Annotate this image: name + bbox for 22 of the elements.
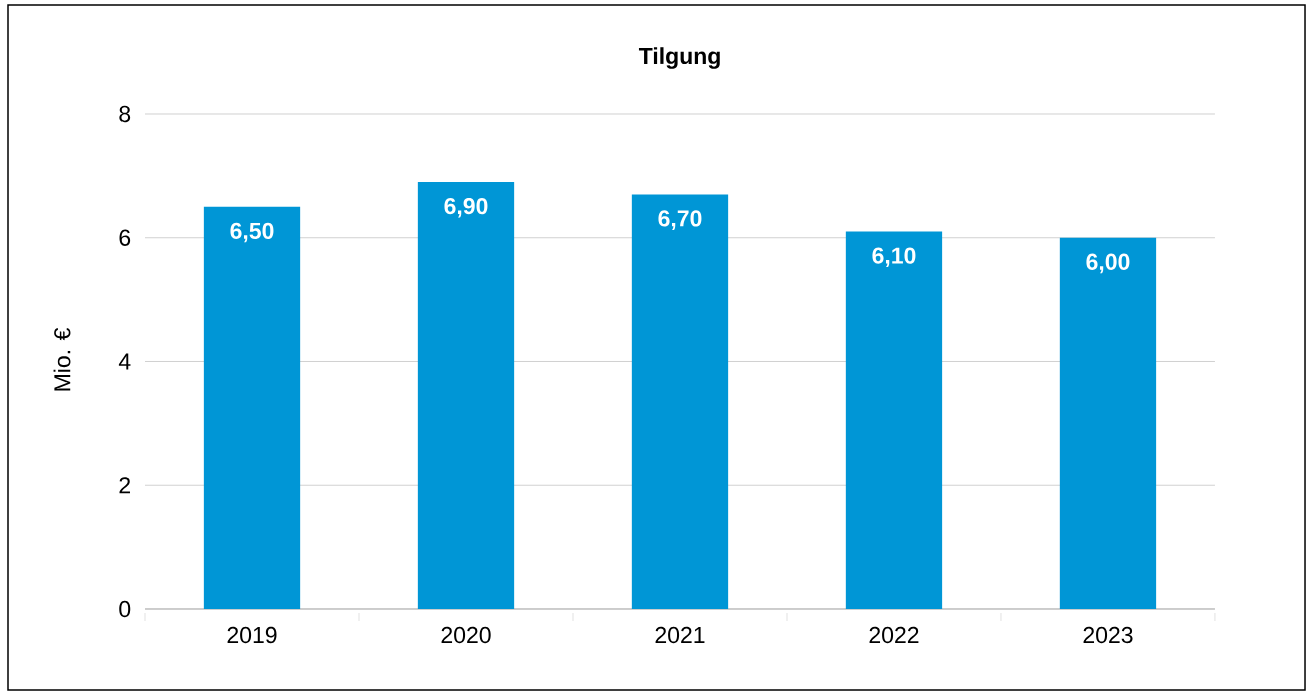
data-label: 6,10 xyxy=(872,247,916,268)
x-tick-label: 2019 xyxy=(227,626,277,644)
bar xyxy=(417,182,515,609)
x-tick-label: 2023 xyxy=(1083,626,1133,644)
data-label: 6,70 xyxy=(658,210,702,230)
x-tick-label: 2020 xyxy=(441,626,491,644)
x-tick-label: 2021 xyxy=(655,626,705,644)
y-tick-label: 4 xyxy=(118,353,131,370)
bar xyxy=(845,231,943,609)
bar xyxy=(1059,237,1157,609)
bar xyxy=(631,194,729,609)
y-tick-label: 0 xyxy=(119,600,131,618)
y-axis-title: Mio. € xyxy=(53,327,71,391)
y-tick-label: 2 xyxy=(119,477,130,494)
x-tick-label: 2022 xyxy=(869,626,919,644)
data-label: 6,90 xyxy=(444,197,488,218)
bar xyxy=(203,206,301,609)
data-label: 6,50 xyxy=(230,222,274,243)
y-tick-label: 6 xyxy=(119,229,131,246)
chart-title: Tilgung xyxy=(638,47,720,69)
y-tick-label: 8 xyxy=(119,105,131,123)
data-label: 6,00 xyxy=(1086,253,1130,274)
